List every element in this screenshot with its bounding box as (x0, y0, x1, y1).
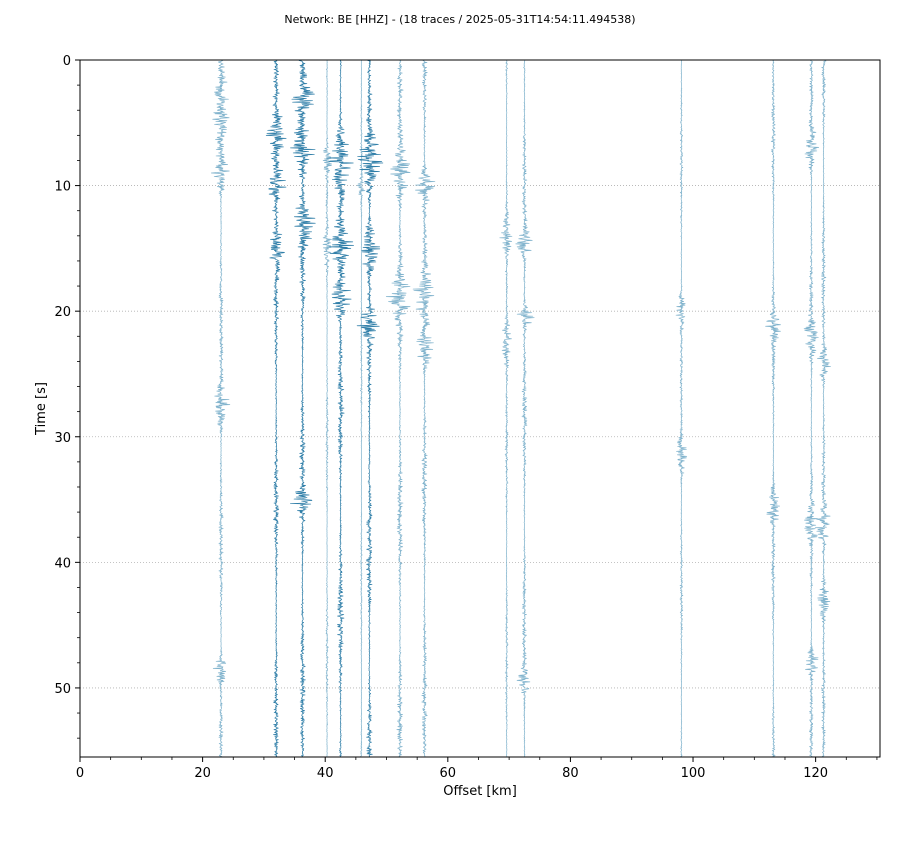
y-axis-label: Time [s] (34, 382, 49, 436)
x-tick-label: 120 (803, 766, 828, 781)
x-tick-label: 40 (317, 766, 334, 781)
y-tick-label: 30 (54, 431, 71, 446)
x-axis-label: Offset [km] (443, 784, 517, 799)
traces (210, 59, 831, 758)
trace-40.3 (322, 59, 332, 757)
ticks: 0 20 40 60 80 100 120 0 10 20 30 40 50 (54, 54, 878, 781)
trace-32 (265, 59, 287, 758)
y-tick-label: 50 (54, 682, 71, 697)
trace-56.2 (412, 59, 436, 757)
trace-98.1 (675, 59, 688, 758)
trace-47.2 (356, 59, 384, 757)
trace-121.3 (814, 59, 831, 758)
y-tick-label: 40 (54, 556, 71, 571)
y-tick-label: 0 (63, 54, 71, 69)
trace-119.3 (803, 59, 820, 758)
y-tick-label: 20 (54, 305, 71, 320)
trace-42.5 (326, 59, 354, 757)
x-tick-label: 60 (440, 766, 457, 781)
trace-69.6 (499, 59, 513, 757)
x-tick-label: 100 (681, 766, 706, 781)
trace-113.1 (765, 59, 781, 758)
plot-frame (79, 59, 881, 758)
trace-36.3 (290, 59, 316, 758)
trace-45.9 (356, 59, 366, 757)
x-tick-label: 0 (76, 766, 84, 781)
y-tick-label: 10 (54, 180, 71, 195)
grid (80, 59, 880, 689)
trace-72.5 (515, 59, 535, 757)
chart-title: Network: BE [HHZ] - (18 traces / 2025-05… (284, 13, 636, 26)
trace-52.2 (385, 59, 411, 758)
trace-23 (210, 59, 231, 758)
x-tick-label: 20 (194, 766, 211, 781)
x-tick-label: 80 (562, 766, 579, 781)
